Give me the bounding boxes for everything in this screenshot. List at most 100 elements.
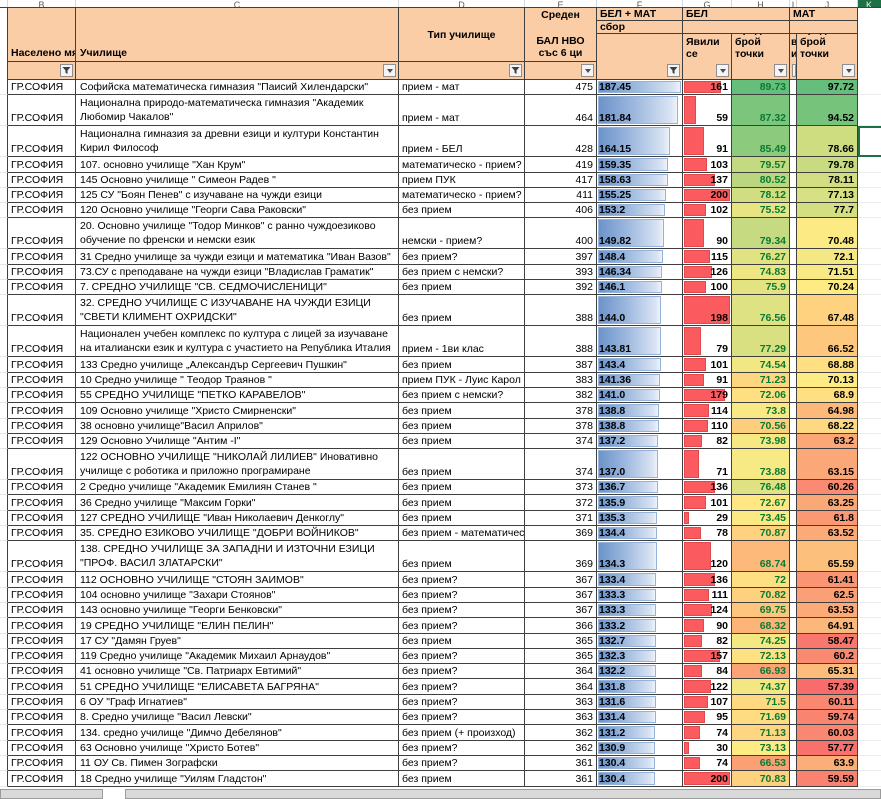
filter-button-G[interactable]: [716, 64, 729, 77]
appeared-cell[interactable]: 100: [683, 280, 732, 296]
appeared-cell[interactable]: 59: [683, 95, 732, 127]
filter-button-C[interactable]: [383, 64, 396, 77]
appeared-cell[interactable]: 136: [683, 572, 732, 588]
school-cell[interactable]: 17 СУ "Дамян Груев": [76, 633, 399, 649]
settlement-cell[interactable]: ГР.СОФИЯ: [8, 403, 76, 419]
empty-cell[interactable]: [858, 372, 881, 388]
hidden-col-cell[interactable]: [790, 648, 797, 665]
bel-points-cell[interactable]: 74.37: [732, 679, 790, 695]
settlement-cell[interactable]: ГР.СОФИЯ: [8, 80, 76, 96]
column-letter-F[interactable]: F: [597, 0, 683, 7]
column-letter-B[interactable]: B: [8, 0, 76, 7]
empty-cell[interactable]: [858, 480, 881, 496]
filter-button-H[interactable]: [774, 64, 787, 77]
bel-points-cell[interactable]: 73.8: [732, 403, 790, 419]
settlement-cell[interactable]: ГР.СОФИЯ: [8, 157, 76, 173]
hidden-col-cell[interactable]: [790, 95, 797, 127]
school-cell[interactable]: 63 Основно училище "Христо Ботев": [76, 740, 399, 756]
empty-cell[interactable]: [858, 218, 881, 250]
settlement-cell[interactable]: ГР.СОФИЯ: [8, 710, 76, 726]
empty-cell[interactable]: [858, 541, 881, 573]
hidden-col-cell[interactable]: [790, 602, 797, 619]
appeared-cell[interactable]: 200: [683, 771, 732, 787]
bal-score-cell[interactable]: 464: [525, 95, 597, 127]
settlement-cell[interactable]: ГР.СОФИЯ: [8, 648, 76, 665]
mat-points-cell[interactable]: 77.7: [797, 203, 858, 219]
school-cell[interactable]: Национална природо-математическа гимнази…: [76, 95, 399, 127]
settlement-cell[interactable]: ГР.СОФИЯ: [8, 725, 76, 741]
bal-score-cell[interactable]: 392: [525, 280, 597, 296]
appeared-cell[interactable]: 200: [683, 187, 732, 204]
sum-databar-cell[interactable]: 164.15: [597, 126, 683, 158]
column-letter-H[interactable]: H: [732, 0, 790, 7]
school-cell[interactable]: 51 СРЕДНО УЧИЛИЩЕ "ЕЛИСАВЕТА БАГРЯНА": [76, 679, 399, 695]
hidden-col-cell[interactable]: [790, 679, 797, 695]
mat-points-cell[interactable]: 65.59: [797, 541, 858, 573]
school-cell[interactable]: 18 Средно училище "Уилям Гладстон": [76, 771, 399, 787]
mat-points-cell[interactable]: 78.66: [797, 126, 858, 158]
school-type-cell[interactable]: без прием?: [399, 602, 525, 619]
school-cell[interactable]: 122 ОСНОВНО УЧИЛИЩЕ "НИКОЛАЙ ЛИЛИЕВ" Ино…: [76, 449, 399, 481]
settlement-cell[interactable]: ГР.СОФИЯ: [8, 602, 76, 619]
school-type-cell[interactable]: математическо - прием?: [399, 157, 525, 173]
school-type-cell[interactable]: без прием?: [399, 710, 525, 726]
hidden-col-cell[interactable]: [790, 710, 797, 726]
bal-score-cell[interactable]: 363: [525, 710, 597, 726]
bel-points-cell[interactable]: 72: [732, 572, 790, 588]
empty-cell[interactable]: [858, 80, 881, 96]
settlement-cell[interactable]: ГР.СОФИЯ: [8, 172, 76, 188]
appeared-cell[interactable]: 103: [683, 157, 732, 173]
appeared-cell[interactable]: 90: [683, 218, 732, 250]
bel-points-cell[interactable]: 72.06: [732, 387, 790, 404]
bal-score-cell[interactable]: 411: [525, 187, 597, 204]
mat-points-cell[interactable]: 58.47: [797, 633, 858, 649]
school-cell[interactable]: 7. СРЕДНО УЧИЛИЩЕ "СВ. СЕДМОЧИСЛЕНИЦИ": [76, 280, 399, 296]
school-type-cell[interactable]: прием ПУК - Луис Карол: [399, 372, 525, 388]
empty-cell[interactable]: [858, 326, 881, 358]
bal-score-cell[interactable]: 369: [525, 526, 597, 542]
empty-cell[interactable]: [858, 418, 881, 434]
bel-points-cell[interactable]: 77.29: [732, 326, 790, 358]
empty-cell[interactable]: [858, 679, 881, 695]
appeared-cell[interactable]: 101: [683, 495, 732, 511]
bal-score-cell[interactable]: 366: [525, 618, 597, 634]
hidden-col-cell[interactable]: [790, 157, 797, 173]
school-cell[interactable]: 143 основно училище "Георги Бенковски": [76, 602, 399, 619]
school-cell[interactable]: 134. средно училище "Димчо Дебелянов": [76, 725, 399, 741]
bal-score-cell[interactable]: 378: [525, 403, 597, 419]
sum-databar-cell[interactable]: 134.3: [597, 541, 683, 573]
bel-points-cell[interactable]: 74.54: [732, 357, 790, 373]
settlement-cell[interactable]: ГР.СОФИЯ: [8, 694, 76, 711]
hidden-col-cell[interactable]: [790, 510, 797, 527]
settlement-cell[interactable]: ГР.СОФИЯ: [8, 264, 76, 281]
settlement-cell[interactable]: ГР.СОФИЯ: [8, 740, 76, 756]
funnel-icon[interactable]: [509, 64, 522, 77]
appeared-cell[interactable]: 74: [683, 725, 732, 741]
bel-points-cell[interactable]: 70.83: [732, 771, 790, 787]
empty-cell[interactable]: [858, 602, 881, 619]
settlement-cell[interactable]: ГР.СОФИЯ: [8, 295, 76, 327]
school-cell[interactable]: 20. Основно училище "Тодор Минков" с ран…: [76, 218, 399, 250]
empty-cell[interactable]: [858, 295, 881, 327]
bel-points-cell[interactable]: 89.73: [732, 80, 790, 96]
hidden-col-cell[interactable]: [790, 218, 797, 250]
hidden-col-cell[interactable]: [790, 740, 797, 756]
sum-databar-cell[interactable]: 136.7: [597, 480, 683, 496]
bal-score-cell[interactable]: 382: [525, 387, 597, 404]
column-letter-C[interactable]: C: [76, 0, 399, 7]
settlement-cell[interactable]: ГР.СОФИЯ: [8, 126, 76, 158]
empty-cell[interactable]: [858, 664, 881, 680]
settlement-cell[interactable]: ГР.СОФИЯ: [8, 326, 76, 358]
settlement-cell[interactable]: ГР.СОФИЯ: [8, 664, 76, 680]
school-cell[interactable]: 120 Основно училище "Георги Сава Раковск…: [76, 203, 399, 219]
school-cell[interactable]: 8. Средно училище "Васил Левски": [76, 710, 399, 726]
settlement-cell[interactable]: ГР.СОФИЯ: [8, 387, 76, 404]
school-type-cell[interactable]: без прием: [399, 771, 525, 787]
school-cell[interactable]: 36 Средно училище "Максим Горки": [76, 495, 399, 511]
mat-points-cell[interactable]: 97.72: [797, 80, 858, 96]
school-cell[interactable]: 6 ОУ "Граф Игнатиев": [76, 694, 399, 711]
school-cell[interactable]: 109 Основно училище "Христо Смирненски": [76, 403, 399, 419]
settlement-cell[interactable]: ГР.СОФИЯ: [8, 755, 76, 772]
hidden-col-cell[interactable]: [790, 633, 797, 649]
empty-cell[interactable]: [858, 264, 881, 281]
